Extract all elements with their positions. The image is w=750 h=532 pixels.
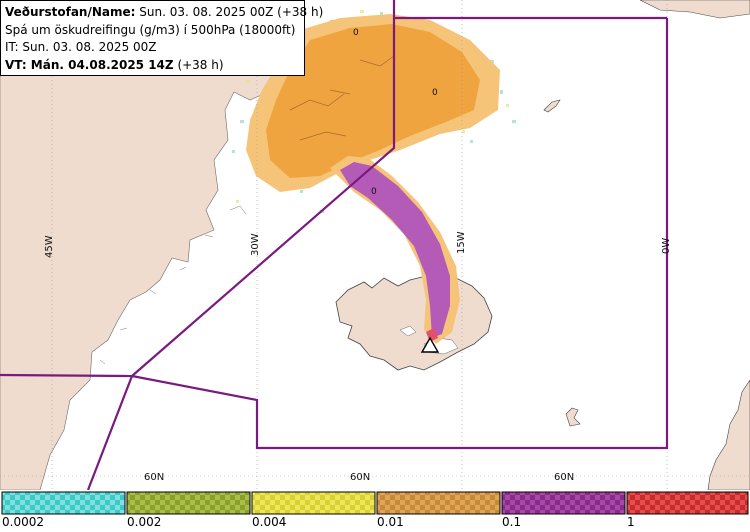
ash-plume-orange-halo xyxy=(330,156,460,344)
ash-dispersion-map xyxy=(0,0,750,490)
ash-cloud-orange xyxy=(266,24,480,178)
legend-label-3: 0.01 xyxy=(377,515,404,529)
legend-label-2: 0.004 xyxy=(252,515,287,529)
info-source-prefix: Veðurstofan/Name: xyxy=(5,5,136,19)
legend-label-4: 0.1 xyxy=(502,515,522,529)
info-description: Spá um öskudreifingu (g/m3) í 500hPa (18… xyxy=(5,22,296,37)
legend-label-1: 0.002 xyxy=(127,515,162,529)
legend-swatch-3 xyxy=(376,491,501,515)
norway-top-land xyxy=(639,0,750,19)
concentration-legend xyxy=(0,490,750,532)
iceland-glacier-2 xyxy=(399,325,417,337)
info-valid-line: VT: Mán. 04.08.2025 14Z (+38 h) xyxy=(5,57,300,75)
legend-swatch-4 xyxy=(501,491,626,515)
lon-label-15w: 15W xyxy=(456,231,467,254)
legend-swatch-0 xyxy=(1,491,126,515)
jan-mayen-island xyxy=(543,99,561,113)
ash-cloud-orange-inner xyxy=(289,55,395,141)
contour-label: 0 xyxy=(371,187,377,197)
info-source-value: Sun. 03. 08. 2025 00Z (+38 h) xyxy=(139,5,324,19)
legend-swatch-5 xyxy=(626,491,749,515)
info-valid-prefix: VT: Mán. 04.08.2025 14Z xyxy=(5,57,174,72)
volcano-icon xyxy=(420,336,440,353)
lat-label-60n: 60N xyxy=(144,472,165,483)
lon-label-0w: 0W xyxy=(661,237,672,254)
greenland-coast-detail xyxy=(99,205,247,365)
lat-label-60n: 60N xyxy=(554,472,575,483)
forecast-info-box: Veðurstofan/Name: Sun. 03. 08. 2025 00Z … xyxy=(0,0,323,76)
contour-label: 0 xyxy=(353,28,359,38)
lon-label-30w: 30W xyxy=(250,233,261,256)
fir-boundary xyxy=(0,0,669,490)
legend-swatch-1 xyxy=(126,491,251,515)
ash-plume-purple xyxy=(340,162,450,338)
faroe-islands xyxy=(565,407,581,427)
lat-label-60n: 60N xyxy=(350,472,371,483)
norway-land xyxy=(707,379,750,490)
info-valid-suffix: (+38 h) xyxy=(177,57,224,72)
legend-label-0: 0.0002 xyxy=(2,515,44,529)
info-issue-time: IT: Sun. 03. 08. 2025 00Z xyxy=(5,40,157,54)
lon-label-45w: 45W xyxy=(44,235,55,258)
legend-label-5: 1 xyxy=(627,515,635,529)
contour-label: 0 xyxy=(432,88,438,98)
info-source-line: Veðurstofan/Name: Sun. 03. 08. 2025 00Z … xyxy=(5,4,323,22)
legend-swatch-2 xyxy=(251,491,376,515)
